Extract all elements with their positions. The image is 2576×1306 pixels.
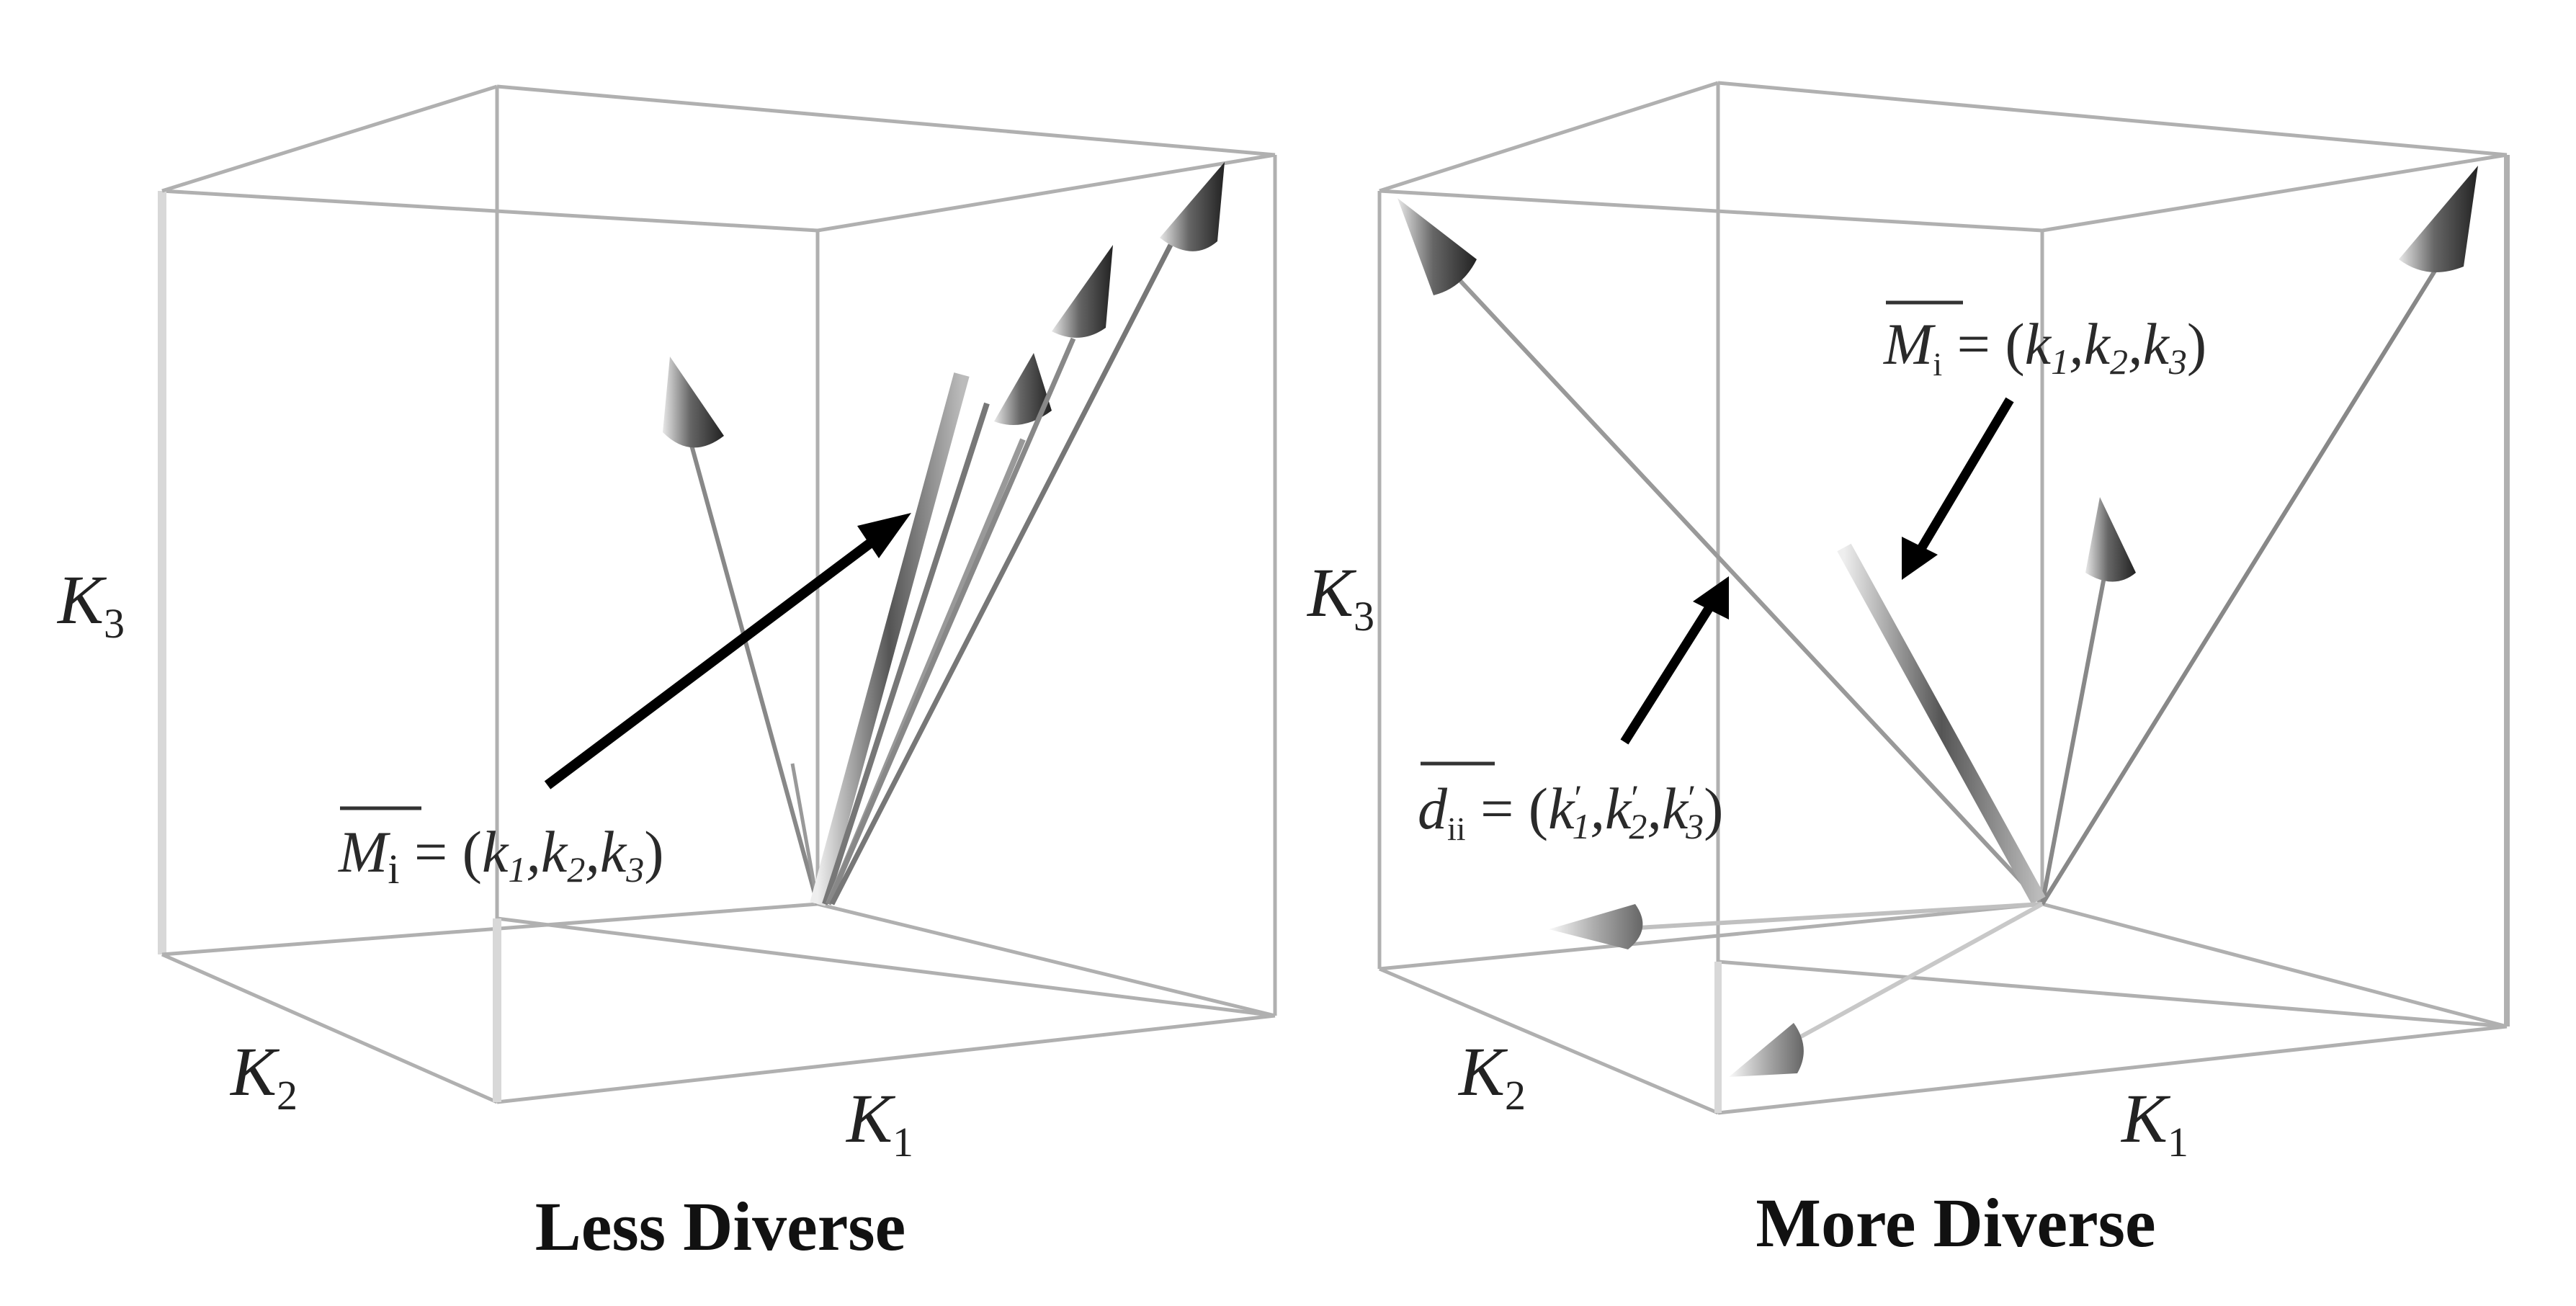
formula-text: dii = (k′ 1,k′ 2,k′ 3)	[1418, 776, 1723, 847]
vector-cone	[1729, 1023, 1804, 1077]
formula-text: Mi = (k1,k2,k3)	[1883, 311, 2206, 383]
vector-shaft	[2040, 258, 2444, 905]
formula-text: Mi = (k1,k2,k3)	[338, 819, 664, 893]
pointer-head	[1693, 576, 1729, 620]
pointer-head	[1902, 537, 1938, 580]
box-edge	[161, 84, 498, 193]
axis-label-k3: K3	[1306, 554, 1374, 640]
annotation-right-bottom: dii = (k′ 1,k′ 2,k′ 3)	[1418, 761, 1723, 847]
box-edge	[817, 153, 1276, 233]
vector-shaft	[826, 337, 1076, 905]
pointer-shaft	[544, 532, 882, 790]
vector-shaft	[686, 431, 820, 905]
vector-cone	[1160, 162, 1225, 251]
vector-cone	[2085, 497, 2136, 582]
annotation-right-top: Mi = (k1,k2,k3)	[1883, 300, 2206, 383]
vector-shaft	[1613, 902, 2043, 931]
box-edge	[496, 84, 1276, 157]
box-edge	[496, 1014, 1276, 1104]
vector-cone	[1052, 245, 1113, 338]
vectors-left	[663, 162, 1225, 906]
box-edge	[1379, 967, 1719, 1115]
vector-cone	[2399, 166, 2478, 272]
vector-cone	[1549, 904, 1643, 949]
pointer-shaft	[1620, 602, 1715, 745]
box-edge	[161, 952, 498, 1104]
box-edge	[161, 189, 818, 233]
box-edge	[1717, 81, 2508, 157]
vector-cone	[1397, 198, 1477, 295]
vector-shaft	[790, 763, 820, 905]
box-frame-right	[1377, 81, 2510, 1115]
box-edge	[1379, 902, 2043, 971]
axis-label-k1: K1	[2120, 1080, 2188, 1166]
box-edge	[1379, 189, 2043, 233]
panel-less-diverse: Mi = (k1,k2,k3) K3 K2 K1 Less Diverse	[56, 84, 1277, 1265]
panel-more-diverse: Mi = (k1,k2,k3) dii = (k′ 1,k′ 2,k′ 3) K3 K…	[1306, 81, 2510, 1261]
vector-shaft	[1431, 250, 2044, 906]
caption-less-diverse: Less Diverse	[535, 1188, 906, 1265]
box-edge	[817, 902, 1276, 1018]
caption-more-diverse: More Diverse	[1756, 1184, 2155, 1261]
box-edge	[161, 902, 818, 957]
axis-label-k2: K2	[1457, 1033, 1526, 1119]
vector-cone	[663, 357, 724, 448]
pointer-head	[857, 513, 911, 558]
box-edge	[1717, 1024, 2508, 1115]
box-edge	[2041, 902, 2508, 1029]
box-edge	[2041, 153, 2508, 233]
box-edge	[496, 916, 1276, 1018]
box-edge	[1717, 960, 2508, 1029]
box-edge	[1379, 81, 1719, 193]
axis-label-k1: K1	[845, 1080, 913, 1166]
pointer-arrow-right-top	[1902, 397, 2014, 580]
vector-shaft	[1837, 543, 2046, 905]
vector-shaft	[1785, 902, 2044, 1047]
vector-cone	[994, 353, 1052, 425]
vector-shaft	[822, 402, 990, 905]
annotation-left: Mi = (k1,k2,k3)	[338, 806, 664, 893]
pointer-shaft	[1915, 397, 2014, 554]
pointer-arrow-right-bottom	[1620, 576, 1729, 745]
box-frame-left	[158, 84, 1277, 1104]
pointer-arrow-left	[544, 513, 911, 790]
vector-shaft	[810, 372, 970, 906]
axis-label-k2: K2	[229, 1033, 298, 1119]
vector-shaft	[2040, 561, 2109, 905]
vector-shaft	[829, 243, 1173, 905]
vectors-right	[1397, 166, 2478, 1077]
axis-label-k3: K3	[56, 561, 125, 647]
